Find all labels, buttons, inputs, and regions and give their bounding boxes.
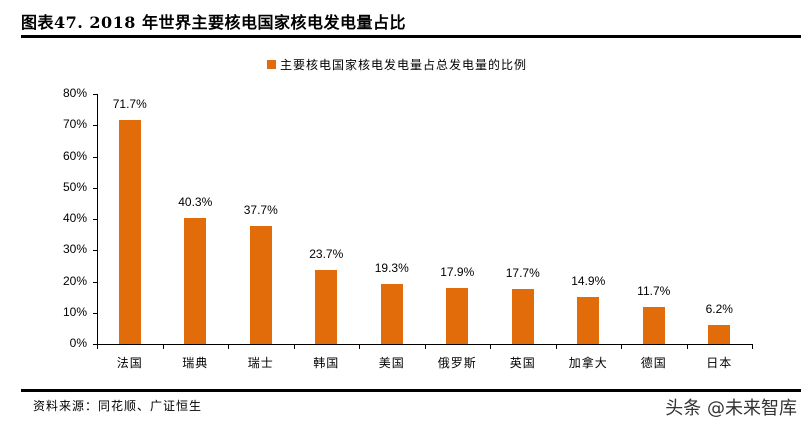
x-tick xyxy=(97,344,98,349)
y-tick xyxy=(93,156,97,158)
data-label: 11.7% xyxy=(637,284,671,299)
y-tick xyxy=(93,187,97,189)
y-tick xyxy=(93,312,97,314)
data-label: 17.9% xyxy=(440,265,475,280)
y-tick-label: 10% xyxy=(62,304,87,319)
top-divider xyxy=(21,35,801,38)
source-note: 资料来源：同花顺、广证恒生 xyxy=(33,399,203,413)
category-label: 俄罗斯 xyxy=(437,356,477,370)
y-axis xyxy=(97,94,98,345)
category-label: 韩国 xyxy=(313,356,340,370)
bar xyxy=(380,283,403,344)
legend-label: 主要核电国家核电发电量占总发电量的比例 xyxy=(280,58,528,72)
x-tick xyxy=(228,344,229,349)
y-tick-label: 70% xyxy=(62,117,87,132)
x-tick xyxy=(359,344,360,349)
y-tick-label: 60% xyxy=(62,148,87,163)
y-tick xyxy=(93,219,97,220)
x-tick xyxy=(490,344,491,349)
y-tick-label: 0% xyxy=(69,336,87,350)
x-tick xyxy=(424,344,426,349)
category-label: 美国 xyxy=(378,356,405,370)
y-tick xyxy=(93,344,97,345)
watermark: 头条 @未来智库 xyxy=(665,398,797,419)
category-label: 英国 xyxy=(509,356,536,370)
y-tick-label: 40% xyxy=(62,211,87,225)
data-label: 17.7% xyxy=(505,265,540,280)
category-label: 加拿大 xyxy=(568,356,608,370)
y-tick xyxy=(93,250,97,252)
y-tick xyxy=(93,281,97,283)
bar xyxy=(446,288,469,344)
bar xyxy=(642,307,665,344)
x-tick xyxy=(555,344,557,349)
bar xyxy=(708,324,731,344)
bar xyxy=(577,297,600,344)
x-tick xyxy=(752,344,753,349)
bar xyxy=(118,119,141,344)
data-label: 37.7% xyxy=(243,203,278,218)
y-tick-label: 20% xyxy=(62,273,87,288)
x-tick xyxy=(293,344,295,349)
category-label: 法国 xyxy=(116,356,143,370)
category-label: 瑞士 xyxy=(247,356,274,370)
legend-swatch-icon xyxy=(267,60,276,69)
bar xyxy=(184,218,207,344)
y-tick xyxy=(93,125,97,127)
bar xyxy=(315,269,338,344)
chart-title: 图表47. 2018 年世界主要核电国家核电发电量占比 xyxy=(21,13,407,32)
x-tick xyxy=(621,344,622,349)
y-tick xyxy=(93,94,97,95)
category-label: 日本 xyxy=(706,356,733,370)
category-label: 德国 xyxy=(640,356,667,370)
bar xyxy=(511,288,534,344)
x-tick xyxy=(686,344,688,349)
x-tick xyxy=(162,344,164,349)
data-label: 40.3% xyxy=(178,195,213,210)
data-label: 14.9% xyxy=(571,274,606,289)
data-label: 71.7% xyxy=(112,96,147,111)
data-label: 6.2% xyxy=(705,301,733,316)
data-label: 23.7% xyxy=(309,246,344,261)
y-tick-label: 50% xyxy=(62,179,87,194)
legend: 主要核电国家核电发电量占总发电量的比例 xyxy=(267,56,527,73)
y-tick-label: 30% xyxy=(62,242,87,257)
bottom-divider xyxy=(21,389,801,392)
bar xyxy=(249,226,272,344)
category-label: 瑞典 xyxy=(182,356,209,370)
data-label: 19.3% xyxy=(374,260,409,275)
y-tick-label: 80% xyxy=(62,86,87,100)
